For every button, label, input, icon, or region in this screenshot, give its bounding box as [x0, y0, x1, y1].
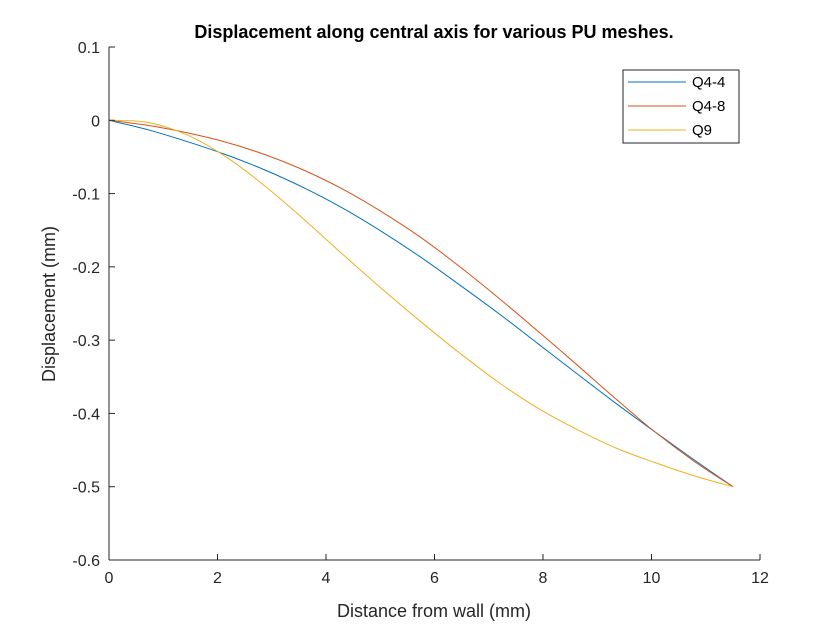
- series-layer: [108, 119, 734, 488]
- x-ticks: 0 2 4 6 8 10 12: [105, 554, 769, 587]
- legend-label: Q9: [692, 122, 712, 139]
- x-axis-label: Distance from wall (mm): [337, 601, 531, 621]
- series-line-q9: [108, 119, 734, 488]
- chart-title: Displacement along central axis for vari…: [194, 22, 673, 42]
- x-tick-label: 6: [430, 570, 439, 587]
- x-tick-label: 10: [643, 570, 661, 587]
- y-tick-label: 0: [91, 113, 100, 130]
- x-tick-label: 12: [751, 570, 769, 587]
- y-ticks: 0.1 0 -0.1 -0.2 -0.3 -0.4 -0.5 -0.6: [72, 40, 115, 570]
- y-axis-label: Displacement (mm): [39, 226, 59, 382]
- y-tick-label: -0.1: [72, 187, 100, 204]
- legend-label: Q4-8: [692, 98, 725, 115]
- legend-entries: Q4-4 Q4-8 Q9: [628, 74, 725, 139]
- series-line-q4-4: [108, 119, 734, 488]
- x-tick-label: 4: [322, 570, 331, 587]
- x-tick-label: 0: [105, 570, 114, 587]
- y-tick-label: 0.1: [78, 40, 100, 57]
- y-tick-label: -0.3: [72, 333, 100, 350]
- series-line-q4-8: [108, 119, 734, 488]
- y-tick-label: -0.2: [72, 260, 100, 277]
- y-tick-label: -0.5: [72, 480, 100, 497]
- legend-label: Q4-4: [692, 74, 725, 91]
- x-tick-label: 2: [213, 570, 222, 587]
- y-tick-label: -0.6: [72, 553, 100, 570]
- legend: Q4-4 Q4-8 Q9: [622, 69, 740, 144]
- x-tick-label: 8: [539, 570, 548, 587]
- y-tick-label: -0.4: [72, 406, 100, 423]
